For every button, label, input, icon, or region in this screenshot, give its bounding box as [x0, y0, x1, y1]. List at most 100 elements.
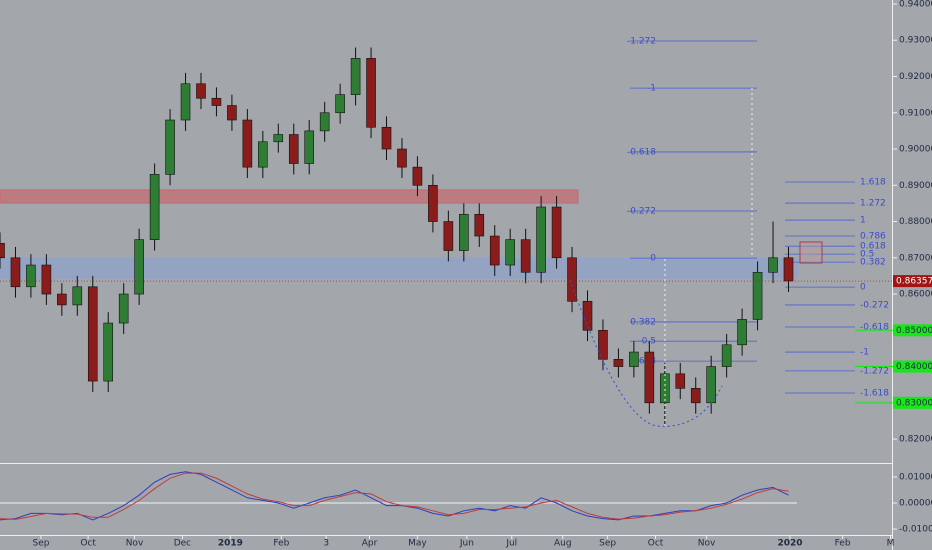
fib-label: 0	[650, 254, 656, 264]
last-price-label: 0.86357	[896, 277, 932, 287]
candle-body	[26, 264, 36, 288]
candle-body	[474, 213, 485, 237]
candle-body	[41, 264, 52, 295]
zone	[0, 257, 798, 279]
x-tick-label: Aug	[554, 539, 572, 549]
candle-body	[551, 206, 562, 259]
y-tick-label: 0.82000	[899, 435, 932, 445]
candle-body	[660, 373, 670, 404]
candle-body	[57, 293, 67, 306]
fib-label: -1	[860, 348, 869, 358]
candle-body	[783, 257, 794, 282]
candle-body	[459, 213, 469, 251]
fib-label: 0.5	[642, 337, 656, 347]
fib-label: -1.618	[860, 389, 889, 399]
candle-body	[428, 184, 438, 222]
candle-body	[103, 322, 114, 382]
x-tick-label: Oct	[80, 539, 96, 549]
candle-body	[752, 271, 763, 320]
x-tick-label: Apr	[362, 539, 378, 549]
x-tick-label: Jun	[459, 539, 474, 549]
fib-label: -1.272	[627, 36, 656, 46]
candle-body	[134, 239, 144, 295]
fib-label: 0.5	[860, 250, 874, 260]
x-tick-label: Oct	[648, 539, 664, 549]
fib-label: -1.272	[860, 366, 889, 376]
alert-label: 0.84000	[896, 362, 932, 372]
fib-label: 0	[860, 283, 866, 293]
fib-label: 1.618	[860, 178, 886, 188]
last-price-tag	[893, 275, 932, 288]
x-tick-label: May	[408, 539, 427, 549]
fib-label: 1	[860, 216, 866, 226]
candle-body	[505, 239, 515, 266]
x-tick-label: Sep	[599, 539, 616, 549]
candle-body	[273, 134, 284, 143]
candle-body	[690, 388, 701, 404]
candle-body	[536, 206, 546, 273]
x-tick-label: M	[887, 539, 895, 549]
candle-body	[489, 235, 500, 266]
fib-label: -1	[647, 84, 656, 94]
fib-label: -0.618	[627, 147, 656, 157]
candle-body	[258, 141, 268, 168]
x-tick-label: Sep	[32, 539, 49, 549]
oscillator-line	[0, 471, 789, 521]
fib-label: 0.382	[630, 317, 656, 327]
fib-label: 0.618	[630, 357, 656, 367]
candle-body	[644, 351, 655, 404]
zone	[0, 189, 579, 204]
fib-label: -0.272	[860, 300, 889, 310]
x-tick-label: Jul	[505, 539, 517, 549]
alert-tag	[893, 396, 932, 409]
x-tick-label: Dec	[174, 539, 191, 549]
alert-tag	[893, 324, 932, 337]
candle-body	[520, 239, 531, 273]
candle-body	[165, 119, 175, 175]
candle-body	[0, 242, 5, 259]
candle-body	[87, 286, 98, 382]
alert-tag	[893, 360, 932, 373]
marker-box	[799, 241, 823, 264]
x-tick-label: Nov	[126, 539, 144, 549]
candle-body	[335, 94, 345, 114]
x-tick-label: 3	[323, 539, 329, 549]
candle-body	[10, 257, 21, 288]
candle-body	[598, 329, 608, 360]
candle-body	[180, 83, 191, 121]
oscillator-line	[0, 472, 789, 520]
x-tick-label: 2020	[778, 539, 803, 549]
fib-label: 1.272	[860, 199, 886, 209]
candle-body	[118, 293, 129, 324]
fib-label: -0.618	[860, 323, 889, 333]
fib-label: 0.618	[860, 242, 886, 252]
candle-body	[288, 134, 299, 164]
x-tick-label: Nov	[698, 539, 716, 549]
candle-body	[196, 83, 206, 99]
fib-label: 0.786	[860, 232, 886, 242]
candle-body	[582, 300, 593, 331]
candle-body	[397, 148, 407, 168]
candle-body	[242, 119, 253, 168]
x-tick-label: Feb	[273, 539, 289, 549]
y2-tick-label: 0.00000	[899, 498, 932, 508]
candle-body	[675, 373, 686, 389]
fib-label: 0.382	[860, 258, 886, 268]
candle-body	[304, 130, 315, 164]
candle-body	[381, 126, 392, 150]
alert-label: 0.85000	[896, 326, 932, 336]
candle-body	[721, 344, 732, 367]
alert-label: 0.83000	[896, 398, 932, 408]
